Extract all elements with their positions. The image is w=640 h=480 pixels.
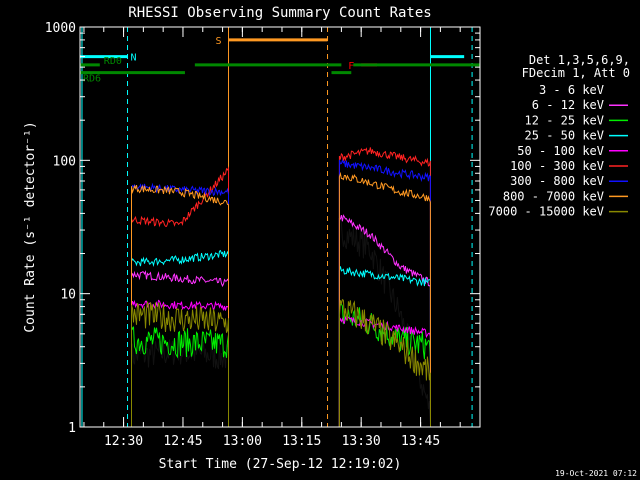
plot-frame: [79, 26, 481, 428]
series-trace: [338, 266, 431, 428]
legend-label: 800 - 7000 keV: [503, 189, 604, 203]
flag-label: N: [131, 53, 137, 64]
x-tick-label: 13:45: [401, 434, 440, 449]
flag-label: S: [216, 36, 222, 47]
series-trace: [338, 298, 431, 428]
footer-timestamp: 19-Oct-2021 07:12: [555, 469, 637, 478]
series-trace: [131, 166, 229, 427]
series-traces: [131, 147, 431, 428]
series-trace: [131, 270, 229, 427]
chart-title: RHESSI Observing Summary Count Rates: [128, 5, 431, 21]
y-tick-label: 100: [53, 154, 76, 169]
series-trace: [338, 158, 431, 428]
series-trace: [338, 171, 431, 428]
x-tick-label: 12:30: [104, 434, 143, 449]
legend: Det 1,3,5,6,9,FDecim 1, Att 0 3 - 6 keV6 …: [488, 53, 630, 219]
flag-label: RD6: [83, 74, 101, 85]
flag-label: F: [348, 61, 354, 72]
series-trace: [338, 214, 431, 428]
legend-label: 25 - 50 keV: [525, 129, 604, 143]
legend-header: Det 1,3,5,6,9,: [529, 53, 630, 67]
flag-label: RD0: [104, 56, 122, 67]
series-trace: [131, 184, 229, 427]
axes: 1 10 100 1000 12:30 12:45 13:00 13:15 13:30 13:45: [45, 21, 481, 449]
legend-label: 300 - 800 keV: [510, 174, 604, 188]
x-tick-label: 13:15: [282, 434, 321, 449]
series-trace: [131, 182, 229, 427]
x-tick-label: 13:30: [342, 434, 381, 449]
x-axis-label: Start Time (27-Sep-12 12:19:02): [159, 457, 402, 472]
legend-label: 6 - 12 keV: [532, 98, 604, 112]
x-tick-label: 12:45: [163, 434, 202, 449]
y-tick-label: 1000: [45, 21, 76, 36]
series-trace: [131, 301, 229, 427]
y-tick-label: 10: [60, 288, 76, 303]
legend-label: 100 - 300 keV: [510, 159, 604, 173]
y-tick-label: 1: [68, 421, 76, 436]
series-trace: [338, 147, 431, 428]
y-axis-label: Count Rate (s⁻¹ detector⁻¹): [23, 121, 38, 332]
legend-header: FDecim 1, Att 0: [522, 66, 630, 80]
series-trace: [131, 249, 229, 427]
x-tick-label: 13:00: [223, 434, 262, 449]
series-trace: [131, 326, 229, 427]
legend-label: 3 - 6 keV: [539, 83, 604, 97]
legend-label: 50 - 100 keV: [517, 144, 604, 158]
legend-label: 12 - 25 keV: [525, 113, 604, 127]
legend-label: 7000 - 15000 keV: [488, 205, 604, 219]
